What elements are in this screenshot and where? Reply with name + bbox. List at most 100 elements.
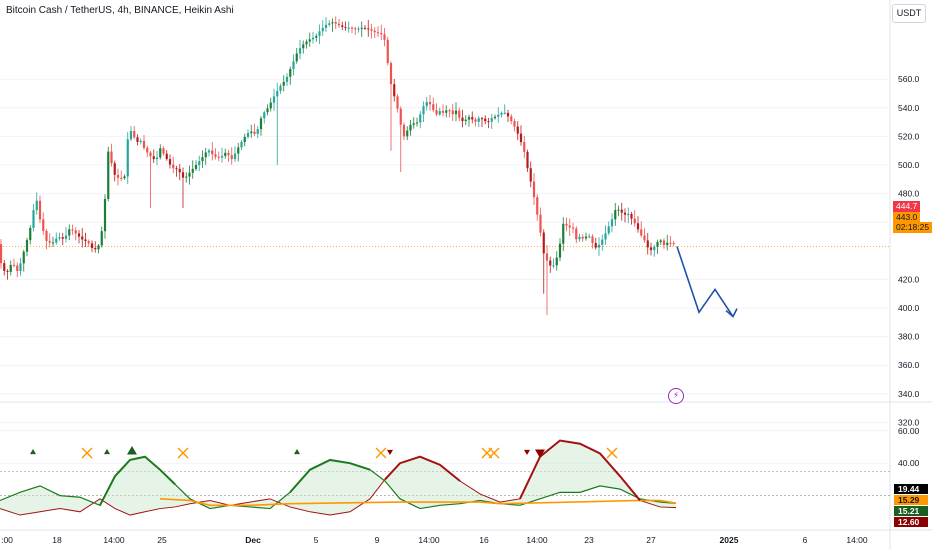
- candle-body: [448, 110, 451, 112]
- candle-body: [204, 152, 207, 158]
- candle-body: [6, 270, 9, 272]
- candle-body: [259, 118, 263, 130]
- candle-body: [136, 137, 139, 142]
- candle-body: [500, 112, 503, 115]
- candle-body: [555, 257, 558, 266]
- time-axis-label: 6: [803, 535, 808, 545]
- candle-body: [614, 210, 617, 220]
- candle-body: [94, 247, 97, 250]
- candle-body: [406, 130, 409, 137]
- indicator-axis-label: 40.00: [898, 458, 920, 468]
- price-axis-label: 380.0: [898, 332, 920, 342]
- candle-body: [487, 121, 490, 123]
- candle-body: [526, 151, 529, 169]
- candle-body: [545, 253, 549, 261]
- candle-body: [568, 225, 571, 228]
- candle-body: [110, 151, 113, 164]
- candle-body: [409, 124, 412, 131]
- candle-body: [126, 139, 129, 177]
- candle-body: [61, 237, 64, 239]
- candle-body: [295, 53, 298, 62]
- candle-body: [513, 121, 516, 127]
- candle-body: [623, 212, 627, 215]
- candle-body: [627, 213, 630, 215]
- candle-body: [464, 119, 467, 122]
- candle-body: [532, 181, 536, 198]
- candle-body: [191, 168, 194, 173]
- candle-body: [493, 116, 497, 119]
- candle-body: [523, 142, 526, 152]
- candle-body: [224, 152, 227, 156]
- candle-body: [87, 241, 90, 244]
- candle-body: [269, 102, 272, 109]
- candle-body: [250, 131, 253, 134]
- candle-body: [334, 22, 337, 24]
- time-axis-label: 2025: [720, 535, 739, 545]
- candle-body: [591, 236, 594, 243]
- candle-body: [237, 147, 240, 154]
- candle-body: [298, 48, 302, 54]
- candle-body: [246, 133, 250, 137]
- candle-body: [71, 229, 74, 231]
- projection-arrowhead: [725, 308, 738, 318]
- buy-signal-marker: [30, 449, 36, 455]
- candle-body: [653, 246, 656, 251]
- candle-body: [155, 157, 159, 160]
- candle-body: [571, 227, 575, 229]
- candle-body: [29, 227, 32, 241]
- candle-body: [607, 226, 610, 234]
- indicator-axis-label: 60.00: [898, 426, 920, 436]
- candle-body: [594, 242, 597, 248]
- indicator-fill: [0, 440, 676, 516]
- candle-body: [77, 233, 81, 237]
- candle-body: [549, 260, 552, 266]
- candle-body: [536, 197, 539, 215]
- candle-body: [636, 223, 640, 230]
- candle-body: [256, 129, 259, 134]
- candle-body: [133, 131, 136, 138]
- candle-body: [578, 236, 581, 240]
- candle-body: [331, 22, 334, 24]
- lightning-bolt-icon[interactable]: ⚡: [668, 388, 684, 404]
- candle-body: [311, 37, 315, 40]
- candle-body: [477, 118, 480, 122]
- candle-body: [510, 116, 513, 122]
- candle-body: [601, 239, 604, 245]
- candle-body: [646, 240, 649, 248]
- projection-path[interactable]: [676, 246, 734, 318]
- candle-body: [445, 110, 448, 113]
- cross-signal-marker: [606, 447, 618, 459]
- candle-body: [217, 156, 220, 158]
- indicator-value-tag: 15.29: [894, 495, 928, 505]
- candle-body: [399, 108, 402, 125]
- price-axis-label: 520.0: [898, 131, 920, 141]
- symbol-title[interactable]: Bitcoin Cash / TetherUS, 4h, BINANCE, He…: [6, 5, 234, 16]
- candle-body: [467, 117, 471, 120]
- time-axis-label: 9: [375, 535, 380, 545]
- candle-body: [308, 39, 311, 42]
- time-axis-label: 27: [646, 535, 656, 545]
- candle-body: [289, 69, 292, 77]
- candle-body: [373, 30, 376, 33]
- candle-body: [552, 265, 555, 267]
- candle-body: [454, 110, 458, 115]
- candle-body: [282, 81, 285, 86]
- candle-body: [480, 118, 484, 120]
- candle-body: [451, 110, 454, 115]
- cross-signal-marker: [375, 447, 387, 459]
- indicator-value-tag: 15.21: [894, 506, 928, 516]
- candle-body: [152, 156, 155, 160]
- price-axis-label: 560.0: [898, 74, 920, 84]
- candle-body: [542, 232, 545, 254]
- currency-button[interactable]: USDT: [892, 4, 926, 23]
- price-axis-label: 400.0: [898, 303, 920, 313]
- candle-body: [51, 242, 55, 244]
- buy-signal-marker: [104, 449, 110, 455]
- price-axis-label: 340.0: [898, 389, 920, 399]
- candle-body: [484, 118, 487, 122]
- sell-signal-marker: [524, 449, 530, 455]
- candle-body: [640, 229, 643, 236]
- sell-signal-marker: [535, 449, 545, 458]
